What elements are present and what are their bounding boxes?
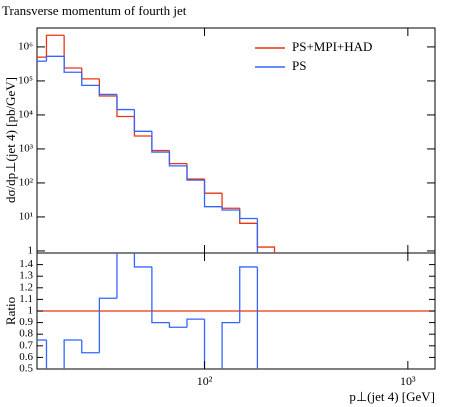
- histogram-step: [221, 206, 240, 211]
- histogram-step: [151, 136, 170, 152]
- ratio-step: [239, 266, 258, 323]
- chart-title: Transverse momentum of fourth jet: [2, 3, 187, 18]
- ratio-tick-label: 0.9: [19, 316, 33, 328]
- y-tick-label: 10⁶: [18, 40, 33, 52]
- legend-label: PS: [292, 58, 306, 73]
- histogram-step: [45, 34, 65, 58]
- histogram-step: [203, 180, 223, 208]
- ratio-step: [151, 266, 170, 324]
- histogram-step: [239, 209, 258, 220]
- histogram-step: [239, 208, 258, 224]
- ratio-step: [133, 253, 152, 268]
- x-tick-label: 10³: [400, 374, 416, 388]
- y-tick-label: 10²: [19, 176, 34, 188]
- histogram-step: [81, 67, 100, 80]
- histogram-step: [168, 152, 187, 167]
- histogram-step: [133, 116, 152, 137]
- ratio-tick-label: 0.8: [19, 328, 33, 340]
- ratio-tick-label: 1: [28, 305, 34, 317]
- histogram-step: [98, 78, 117, 97]
- y-tick-label: 10³: [19, 142, 34, 154]
- ratio-axis-label: Ratio: [3, 297, 18, 325]
- histogram-step: [151, 131, 170, 153]
- ratio-step: [63, 339, 82, 369]
- histogram-step: [186, 163, 205, 180]
- histogram-step: [45, 55, 65, 62]
- y-tick-label: 1: [28, 244, 34, 256]
- x-axis-label: p⊥(jet 4) [GeV]: [349, 389, 435, 404]
- ratio-step: [221, 321, 240, 369]
- histogram-step: [221, 193, 240, 209]
- ratio-plot: [37, 253, 435, 369]
- top-plot: [37, 34, 276, 253]
- ratio-tick-label: 1.2: [19, 281, 33, 293]
- histogram-step: [168, 150, 187, 165]
- y-tick-label: 10¹: [19, 210, 33, 222]
- ratio-tick-label: 1.1: [19, 293, 33, 305]
- ratio-step: [98, 297, 117, 353]
- histogram-step: [98, 85, 117, 96]
- ratio-tick-label: 1.4: [19, 258, 33, 270]
- histogram-step: [63, 56, 82, 73]
- histogram-step: [81, 72, 100, 87]
- ratio-tick-label: 1.3: [19, 270, 33, 282]
- histogram-step: [63, 35, 82, 69]
- histogram-step: [116, 94, 135, 111]
- histogram-step: [116, 96, 135, 118]
- top-frame: [36, 27, 436, 254]
- ratio-step: [81, 340, 100, 354]
- ratio-step: [186, 318, 205, 328]
- ratio-step: [168, 322, 187, 328]
- ratio-step: [203, 319, 206, 369]
- histogram-step: [133, 109, 152, 132]
- ratio-step: [116, 253, 118, 299]
- ratio-step: [45, 340, 48, 369]
- ratio-tick-label: 0.6: [19, 351, 33, 363]
- histogram-step: [256, 223, 276, 253]
- histogram-step: [203, 179, 223, 194]
- ratio-tick-label: 0.5: [19, 363, 33, 375]
- ratio-step: [256, 266, 259, 369]
- histogram-step: [256, 218, 259, 253]
- y-tick-label: 10⁵: [18, 74, 33, 86]
- y-tick-label: 10⁴: [18, 108, 33, 120]
- y-axis-label: dσ/dp⊥(jet 4) [pb/GeV]: [3, 77, 18, 203]
- x-tick-label: 10²: [197, 374, 213, 388]
- histogram-step: [186, 165, 205, 181]
- ratio-tick-label: 0.7: [19, 339, 33, 351]
- legend-label: PS+MPI+HAD: [292, 39, 372, 54]
